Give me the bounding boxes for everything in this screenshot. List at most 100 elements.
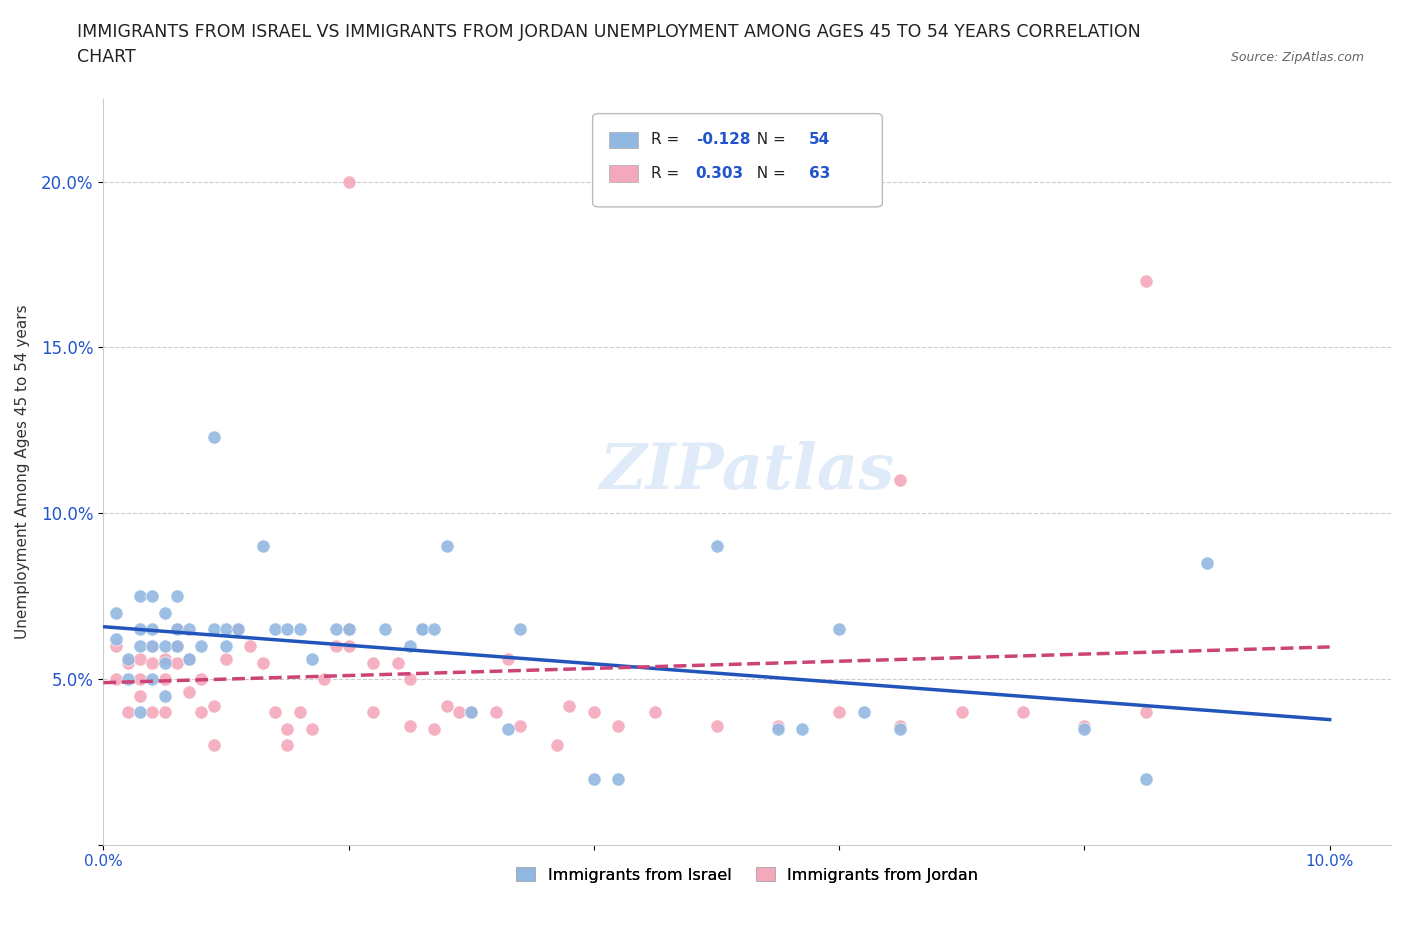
Text: ZIPatlas: ZIPatlas xyxy=(599,441,894,502)
Text: R =: R = xyxy=(651,166,683,180)
Point xyxy=(496,652,519,667)
Point xyxy=(226,622,249,637)
Point xyxy=(337,639,360,654)
Point xyxy=(301,722,323,737)
Point xyxy=(706,718,728,733)
FancyBboxPatch shape xyxy=(609,131,638,148)
Point xyxy=(644,705,666,720)
Point xyxy=(166,589,188,604)
Point xyxy=(153,639,176,654)
Point xyxy=(423,722,446,737)
Point xyxy=(226,622,249,637)
Point xyxy=(129,589,152,604)
Point xyxy=(582,771,605,786)
Point xyxy=(129,688,152,703)
Point xyxy=(1073,722,1095,737)
Point xyxy=(166,639,188,654)
Point xyxy=(264,705,287,720)
Point xyxy=(496,722,519,737)
Point xyxy=(129,705,152,720)
Point xyxy=(325,622,347,637)
Legend: Immigrants from Israel, Immigrants from Jordan: Immigrants from Israel, Immigrants from … xyxy=(509,861,984,889)
Point xyxy=(1195,555,1218,570)
Point xyxy=(828,622,851,637)
Point xyxy=(423,622,446,637)
Text: Source: ZipAtlas.com: Source: ZipAtlas.com xyxy=(1230,51,1364,64)
Point xyxy=(179,652,201,667)
Point xyxy=(141,671,163,686)
Point xyxy=(264,622,287,637)
Point xyxy=(509,622,531,637)
Point xyxy=(447,705,470,720)
Point xyxy=(215,622,238,637)
Point xyxy=(301,652,323,667)
Point xyxy=(252,655,274,670)
Point xyxy=(411,622,433,637)
Point xyxy=(1012,705,1035,720)
Point xyxy=(141,589,163,604)
Point xyxy=(141,705,163,720)
Point xyxy=(399,671,422,686)
Point xyxy=(325,639,347,654)
Point xyxy=(889,472,911,487)
Point xyxy=(436,698,458,713)
Text: 10.0%: 10.0% xyxy=(1306,854,1354,869)
Point xyxy=(141,655,163,670)
Point xyxy=(129,639,152,654)
Point xyxy=(141,639,163,654)
Point xyxy=(153,652,176,667)
Point xyxy=(129,652,152,667)
Point xyxy=(129,671,152,686)
Point xyxy=(153,688,176,703)
Point xyxy=(1135,771,1157,786)
Point xyxy=(117,705,139,720)
Point xyxy=(337,622,360,637)
Point xyxy=(766,718,789,733)
Point xyxy=(399,639,422,654)
Point xyxy=(153,705,176,720)
Point xyxy=(337,174,360,189)
Point xyxy=(1135,705,1157,720)
FancyBboxPatch shape xyxy=(609,166,638,181)
Point xyxy=(828,705,851,720)
Point xyxy=(792,722,814,737)
Point xyxy=(276,622,298,637)
Point xyxy=(485,705,508,720)
Point xyxy=(179,684,201,699)
Point xyxy=(104,631,127,646)
Point xyxy=(252,539,274,554)
Point xyxy=(202,698,225,713)
Text: IMMIGRANTS FROM ISRAEL VS IMMIGRANTS FROM JORDAN UNEMPLOYMENT AMONG AGES 45 TO 5: IMMIGRANTS FROM ISRAEL VS IMMIGRANTS FRO… xyxy=(77,23,1142,41)
Point xyxy=(117,671,139,686)
Point xyxy=(166,622,188,637)
Point xyxy=(129,622,152,637)
Point xyxy=(117,652,139,667)
Point xyxy=(374,622,396,637)
Point xyxy=(190,705,212,720)
Point xyxy=(104,605,127,620)
Text: 63: 63 xyxy=(808,166,831,180)
Point xyxy=(104,639,127,654)
Point xyxy=(215,639,238,654)
Point xyxy=(607,718,630,733)
Text: 54: 54 xyxy=(808,132,830,147)
Point xyxy=(509,718,531,733)
Point xyxy=(276,738,298,753)
Point xyxy=(190,671,212,686)
Text: -0.128: -0.128 xyxy=(696,132,751,147)
Point xyxy=(288,622,311,637)
Point xyxy=(460,705,482,720)
Point xyxy=(312,671,335,686)
Point xyxy=(337,622,360,637)
Point xyxy=(141,639,163,654)
Text: N =: N = xyxy=(747,132,790,147)
Point xyxy=(202,738,225,753)
FancyBboxPatch shape xyxy=(593,113,883,206)
Point xyxy=(361,655,384,670)
Point xyxy=(1073,718,1095,733)
Text: 0.0%: 0.0% xyxy=(84,854,122,869)
Point xyxy=(361,705,384,720)
Point xyxy=(399,718,422,733)
Point xyxy=(153,605,176,620)
Point xyxy=(950,705,973,720)
